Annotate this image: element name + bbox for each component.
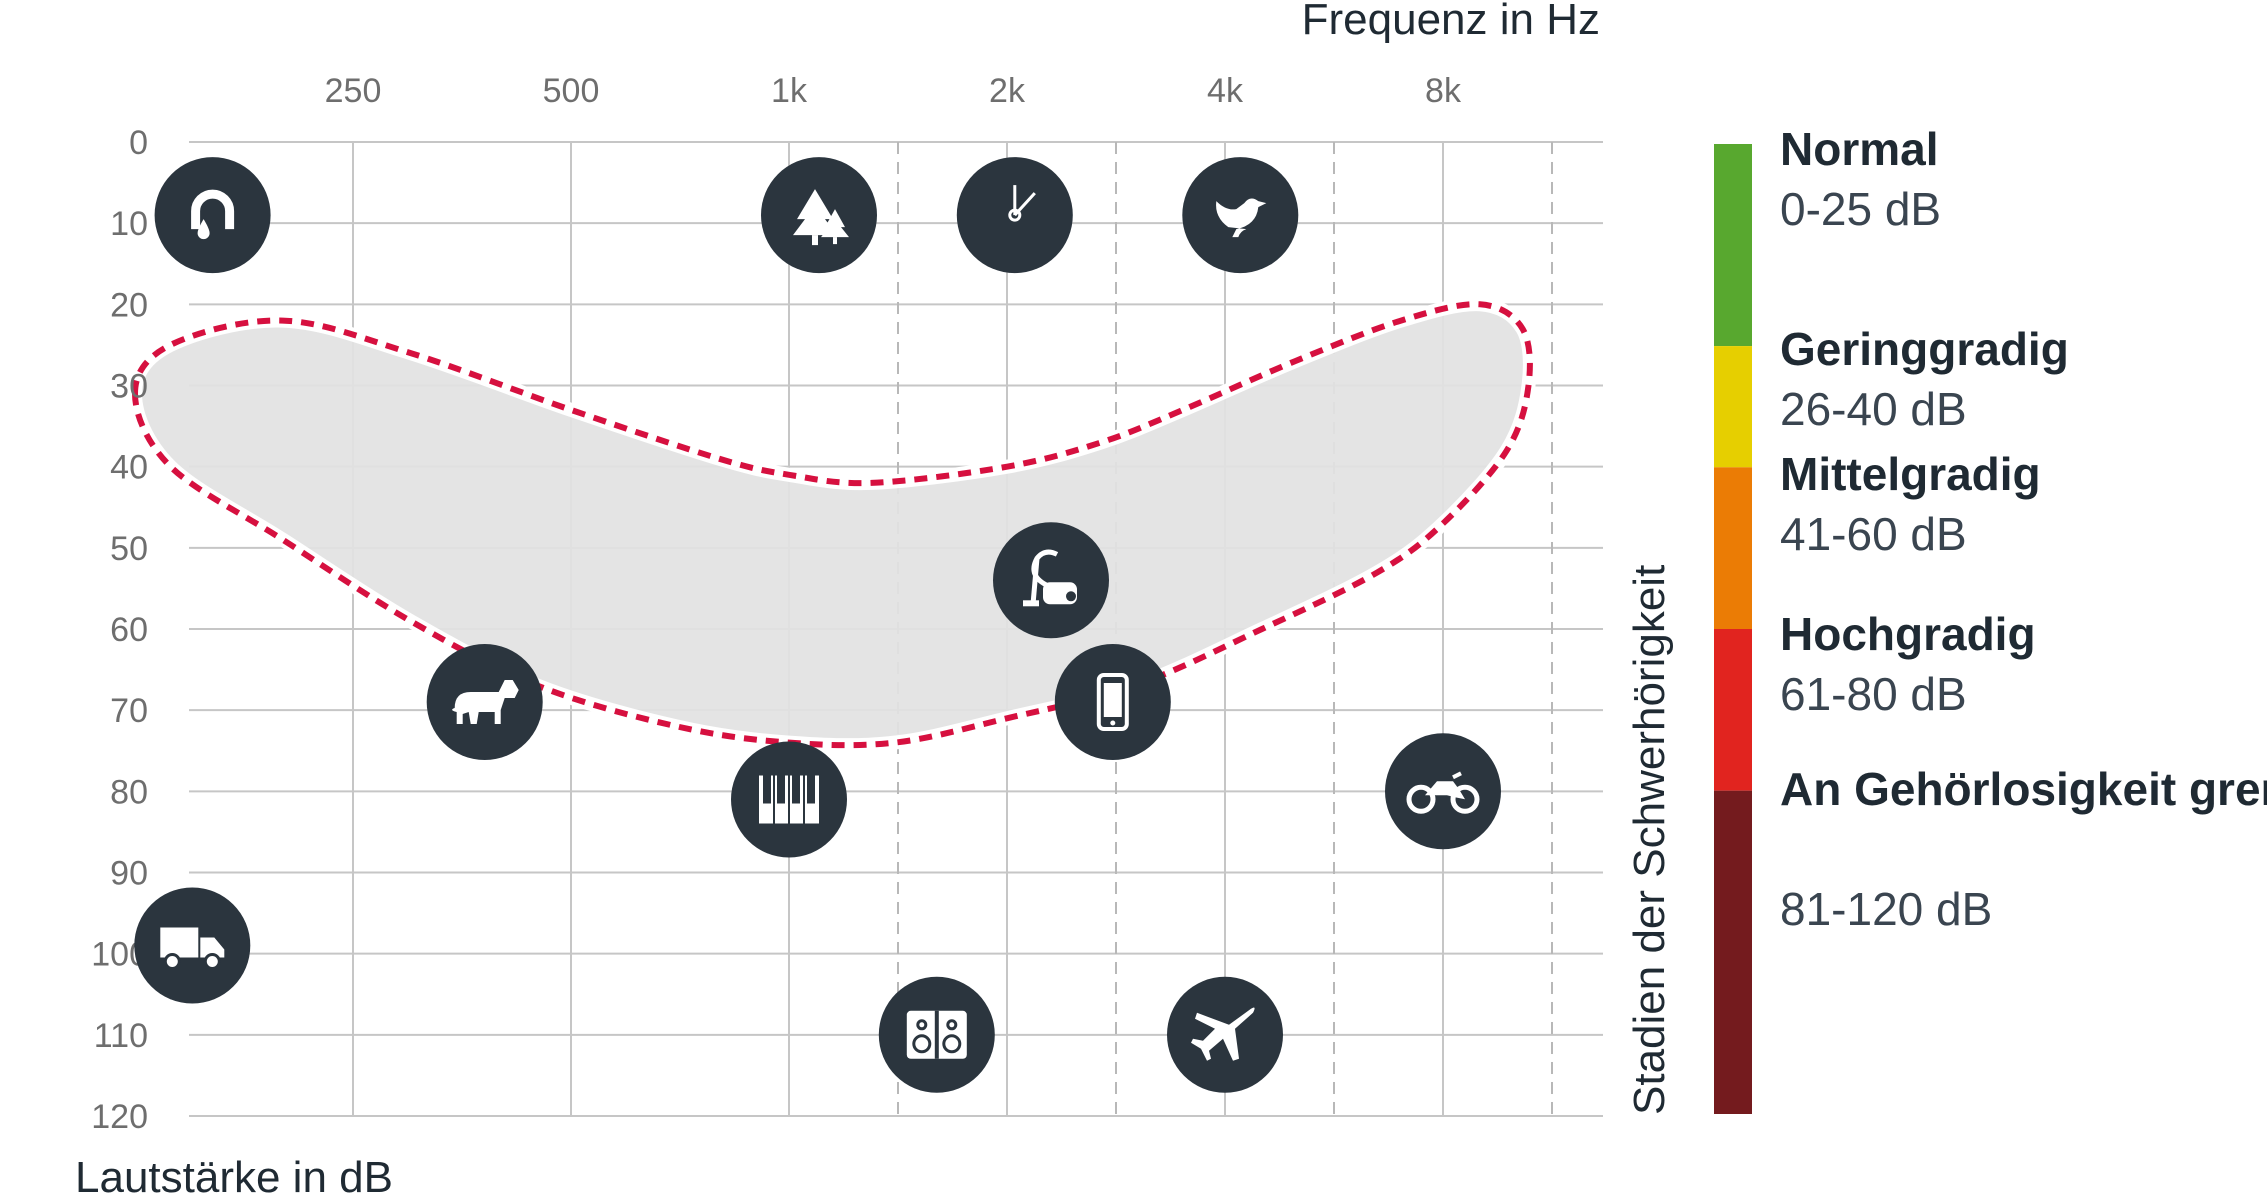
speech-banana-halo bbox=[127, 297, 1537, 753]
y-tick-label: 60 bbox=[110, 611, 148, 649]
legend-item-name: Geringgradig bbox=[1780, 323, 2069, 375]
legend-item-name: Hochgradig bbox=[1780, 608, 2036, 660]
axis-ticks: 250 500 1k 2k 4k 8k01020304050607080901001101… bbox=[91, 72, 1462, 1136]
x-tick-label: 250 bbox=[325, 72, 382, 110]
legend-color-segment bbox=[1714, 467, 1752, 629]
y-tick-label: 70 bbox=[110, 692, 148, 730]
rustling-leaves-icon bbox=[761, 157, 877, 274]
airplane-icon bbox=[1167, 976, 1283, 1093]
speech-banana-area bbox=[127, 297, 1537, 753]
piano-icon bbox=[731, 741, 847, 858]
legend-color-segment bbox=[1714, 790, 1752, 1114]
y-tick-label: 30 bbox=[110, 368, 148, 406]
telephone-icon bbox=[1054, 644, 1171, 760]
legend-item-range: 61-80 dB bbox=[1780, 668, 1967, 720]
loudspeaker-icon bbox=[878, 976, 995, 1093]
legend-item-range: 41-60 dB bbox=[1780, 508, 1967, 560]
legend-item-range: 81-120 dB bbox=[1780, 883, 1992, 935]
legend-item-name: Normal bbox=[1780, 123, 1938, 175]
x-tick-label: 4k bbox=[1207, 72, 1244, 110]
legend-item-range: 0-25 dB bbox=[1780, 183, 1941, 235]
legend: Normal 0-25 dB Geringgradig 26-40 dB Mittelg… bbox=[1714, 123, 2267, 1114]
legend-color-segment bbox=[1714, 346, 1752, 468]
x-tick-label: 2k bbox=[989, 72, 1026, 110]
y-tick-label: 0 bbox=[129, 124, 148, 162]
dog-icon bbox=[426, 644, 543, 760]
legend-item-name: An Gehörlosigkeit grenzend bbox=[1780, 763, 2267, 815]
y-tick-label: 90 bbox=[110, 855, 148, 893]
y-axis-title: Lautstärke in dB bbox=[75, 1153, 393, 1200]
y-tick-label: 120 bbox=[91, 1098, 148, 1136]
sound-icons bbox=[134, 157, 1501, 1093]
motorcycle-icon bbox=[1385, 733, 1501, 850]
y-tick-label: 110 bbox=[94, 1017, 148, 1055]
vacuum-cleaner-icon bbox=[993, 522, 1109, 639]
legend-color-segment bbox=[1714, 629, 1752, 791]
legend-item-name: Mittelgradig bbox=[1780, 448, 2041, 500]
legend-title: Stadien der Schwerhörigkeit bbox=[1625, 565, 1674, 1115]
bird-icon bbox=[1182, 157, 1299, 274]
truck-icon bbox=[134, 887, 251, 1004]
clock-ticking-icon bbox=[956, 157, 1073, 274]
dripping-faucet-icon bbox=[154, 157, 271, 274]
y-tick-label: 40 bbox=[110, 449, 148, 487]
y-tick-label: 50 bbox=[110, 530, 148, 568]
legend-color-segment bbox=[1714, 144, 1752, 347]
y-tick-label: 80 bbox=[110, 773, 148, 811]
legend-item-range: 26-40 dB bbox=[1780, 383, 1967, 435]
y-tick-label: 10 bbox=[110, 205, 148, 243]
x-tick-label: 500 bbox=[543, 72, 600, 110]
x-tick-label: 1k bbox=[771, 72, 808, 110]
speech-banana-outline bbox=[131, 301, 1533, 749]
y-tick-label: 20 bbox=[110, 286, 148, 324]
x-tick-label: 8k bbox=[1425, 72, 1462, 110]
x-axis-title: Frequenz in Hz bbox=[1302, 0, 1600, 44]
